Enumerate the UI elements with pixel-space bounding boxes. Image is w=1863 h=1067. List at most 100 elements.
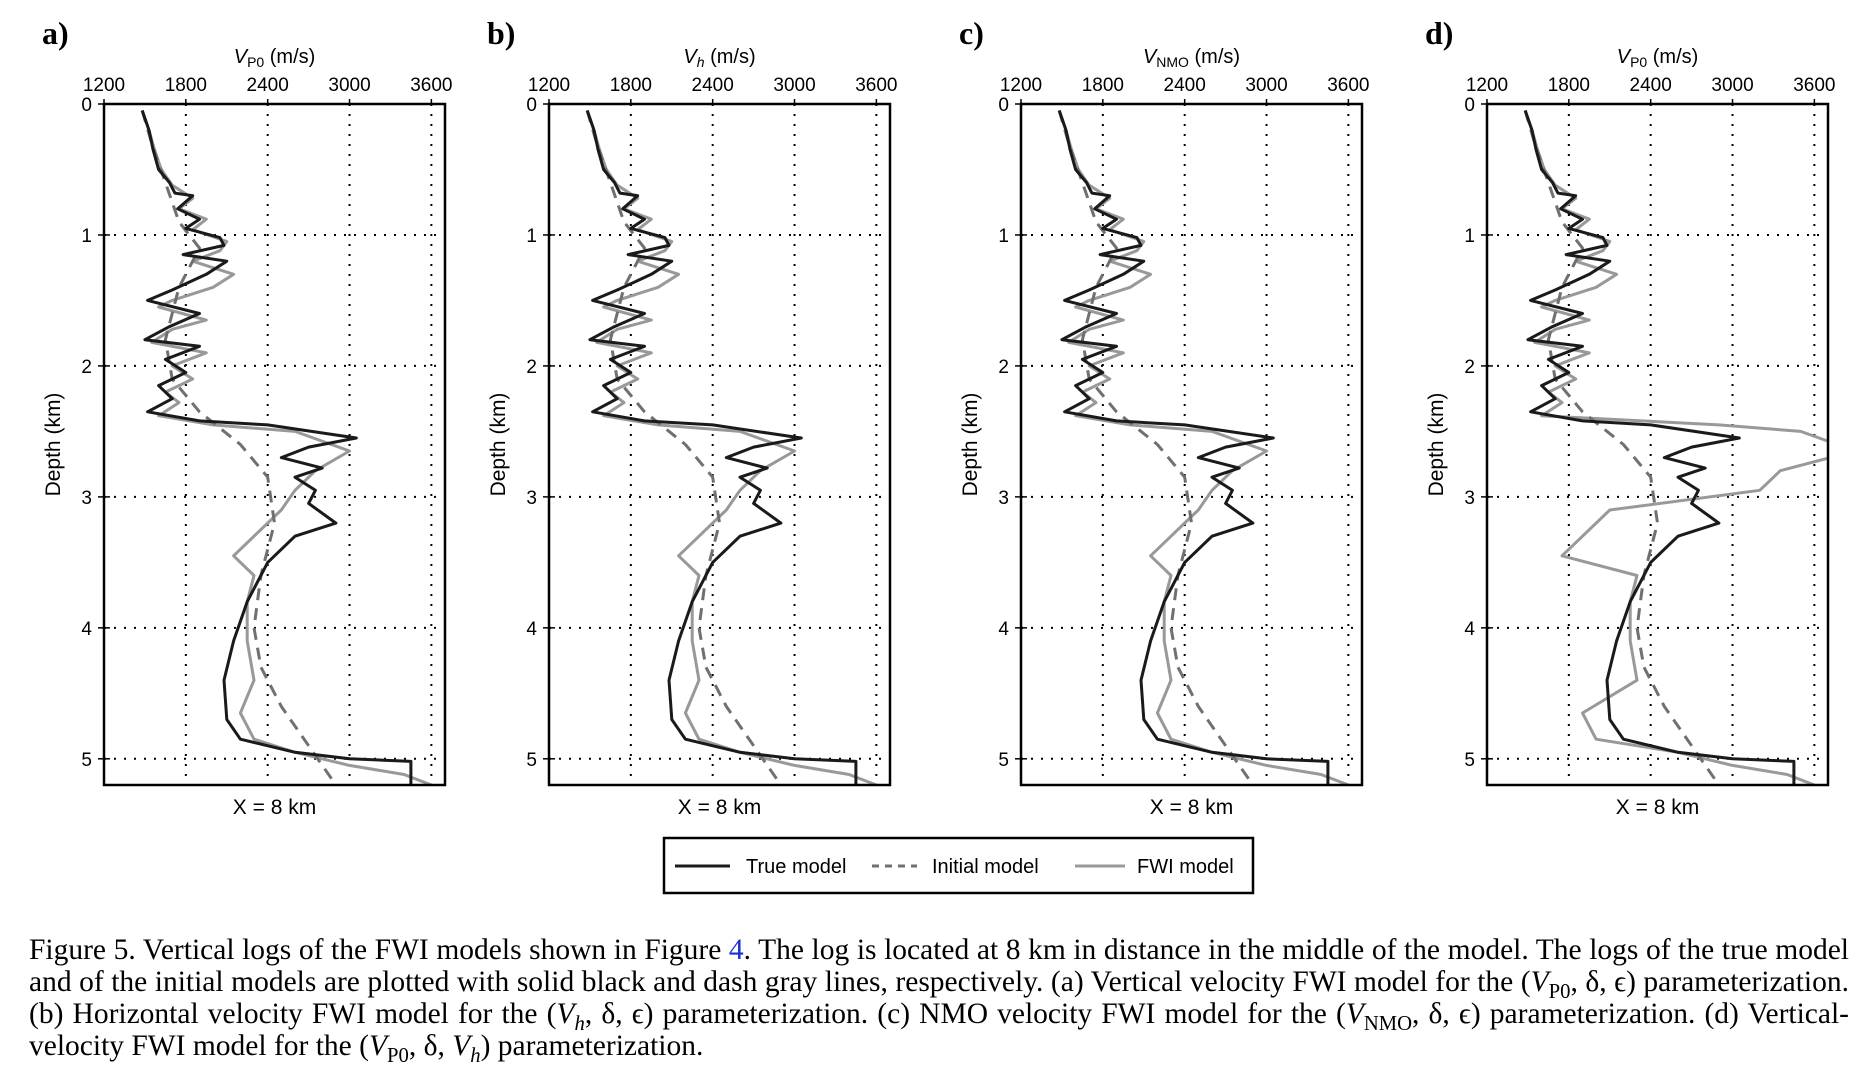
y-axis-label: Depth (km) [959,393,982,497]
x-tick-label: 1200 [83,75,125,96]
x-axis-label-unit: (m/s) [264,46,315,68]
series-fwi-model [585,110,877,785]
series-true-model [1057,110,1330,785]
x-tick-label: 1200 [1000,75,1042,96]
series-true-model [1523,110,1796,785]
legend-initial-label: Initial model [932,856,1039,878]
x-tick-label: 3600 [1327,75,1369,96]
y-axis-label: Depth (km) [487,393,510,497]
x-tick-label: 2400 [247,75,289,96]
y-tick-label: 5 [81,750,92,771]
x-tick-label: 3600 [1793,75,1835,96]
legend-fwi-label: FWI model [1137,856,1234,878]
x-tick-label: 1200 [1466,75,1508,96]
figure-caption: Figure 5. Vertical logs of the FWI model… [29,934,1850,1067]
panel-label: c) [959,15,984,51]
figure: a)VP0 (m/s)1200 1800 2400 3000 3600012345Dep… [42,15,1836,895]
y-tick-label: 2 [998,357,1009,378]
series-true-model [140,110,413,785]
x-axis-label-sub: h [697,54,705,70]
y-axis-label: Depth (km) [42,393,65,497]
panel-label: b) [487,15,515,51]
x-location-label: X = 8 km [1150,796,1233,819]
x-tick-label: 2400 [1164,75,1206,96]
panel-label: a) [42,15,69,51]
x-tick-label: 1800 [165,75,207,96]
y-tick-label: 5 [526,750,537,771]
panel-a: a) VP0 (m/s) 1200 1800 2400 3000 3600 0 1 2 3 4 5 Dep… [42,15,453,819]
x-tick-label: 3000 [1711,75,1753,96]
series-fwi-model [140,110,432,785]
y-tick-label: 5 [998,750,1009,771]
y-tick-label: 3 [998,488,1009,509]
plot-frame [102,102,447,787]
x-tick-label: 2400 [1630,75,1672,96]
y-tick-label: 0 [81,95,92,116]
x-axis-label-unit: (m/s) [1647,46,1698,68]
x-tick-label: 3000 [1245,75,1287,96]
panels-layer: a)VP0 (m/s)1200 1800 2400 3000 3600012345Dep… [42,15,1836,819]
y-tick-label: 5 [1464,750,1475,771]
x-tick-label: 3600 [410,75,452,96]
x-axis-label-main: V [683,46,698,68]
y-tick-label: 2 [81,357,92,378]
panel-b: b) Vh (m/s) 1200 1800 2400 3000 3600 0 1 2 3 4 5 Dept… [487,15,898,819]
x-axis-label-sub: P0 [1630,54,1647,70]
panel-c: c) VNMO (m/s) 1200 1800 2400 3000 3600 0 1 2 3 4 5 De… [959,15,1370,819]
x-axis-label-main: V [234,46,249,68]
y-tick-label: 2 [526,357,537,378]
plot-frame [1485,102,1830,787]
y-tick-label: 1 [1464,226,1475,247]
y-axis-label: Depth (km) [1425,393,1448,497]
series-initial-model [140,110,338,785]
y-tick-label: 0 [998,95,1009,116]
x-tick-label: 3600 [855,75,897,96]
x-location-label: X = 8 km [233,796,316,819]
y-tick-label: 0 [1464,95,1475,116]
x-axis-label-main: V [1617,46,1632,68]
y-tick-label: 3 [1464,488,1475,509]
series-initial-model [1057,110,1255,785]
legend: True model Initial model FWI model [662,836,1255,895]
series-fwi-model [1523,110,1828,785]
x-axis-label-unit: (m/s) [705,46,756,68]
x-tick-label: 3000 [773,75,815,96]
y-tick-label: 3 [526,488,537,509]
y-tick-label: 3 [81,488,92,509]
y-tick-label: 1 [998,226,1009,247]
x-tick-label: 2400 [692,75,734,96]
series-initial-model [585,110,783,785]
plot-frame [547,102,892,787]
x-axis-label: VNMO (m/s) [1143,46,1240,70]
x-axis-label: VP0 (m/s) [1617,46,1699,70]
y-tick-label: 4 [81,619,92,640]
panel-d: d) VP0 (m/s) 1200 1800 2400 3000 3600 0 1 2 3 4 5 Dep… [1425,15,1836,819]
y-tick-label: 4 [998,619,1009,640]
y-tick-label: 1 [81,226,92,247]
x-axis-label-sub: NMO [1156,54,1189,70]
y-tick-label: 0 [526,95,537,116]
series-initial-model [1523,110,1721,785]
x-tick-label: 1200 [528,75,570,96]
x-axis-label-main: V [1143,46,1158,68]
y-tick-label: 1 [526,226,537,247]
panel-label: d) [1425,15,1453,51]
x-location-label: X = 8 km [1616,796,1699,819]
y-tick-label: 4 [526,619,537,640]
x-tick-label: 1800 [1548,75,1590,96]
x-tick-label: 3000 [328,75,370,96]
x-axis-label: Vh (m/s) [683,46,755,70]
figure-link[interactable]: 4 [728,934,744,966]
x-axis-label-unit: (m/s) [1189,46,1240,68]
x-axis-label: VP0 (m/s) [234,46,316,70]
legend-box [662,836,1255,895]
series-fwi-model [1057,110,1349,785]
x-location-label: X = 8 km [678,796,761,819]
x-tick-label: 1800 [1082,75,1124,96]
series-true-model [585,110,858,785]
y-tick-label: 2 [1464,357,1475,378]
plot-frame [1019,102,1364,787]
y-tick-label: 4 [1464,619,1475,640]
x-axis-label-sub: P0 [247,54,264,70]
legend-true-label: True model [746,856,846,878]
